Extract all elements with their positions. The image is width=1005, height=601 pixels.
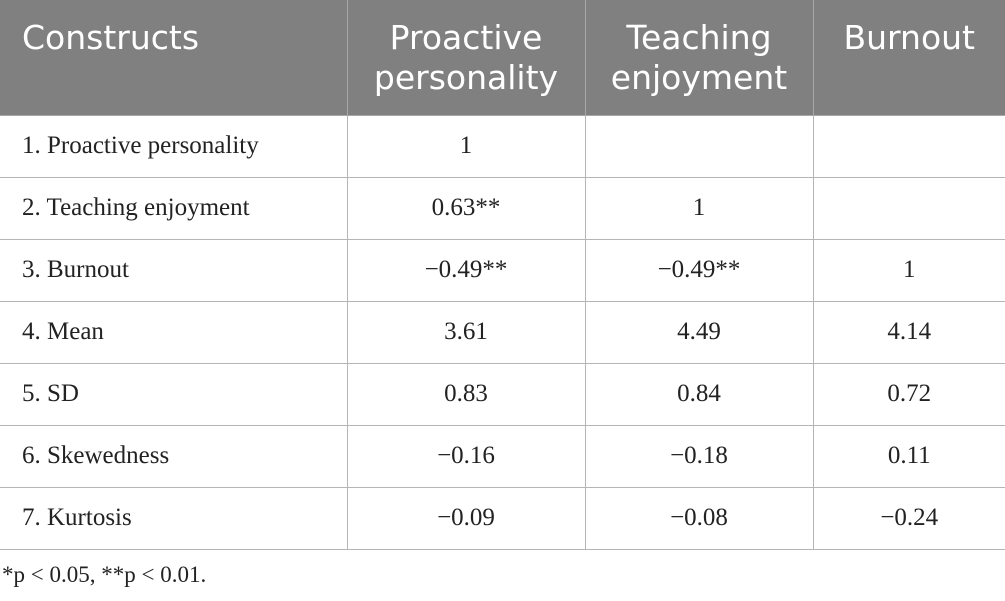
table-cell: −0.09	[346, 486, 586, 550]
table-cell: −0.08	[584, 486, 814, 550]
table-cell: 1	[346, 114, 586, 178]
table-cell	[812, 114, 1005, 178]
table-row: 1. Proactive personality 1	[0, 114, 1005, 178]
table-cell	[584, 114, 814, 178]
row-label: 2. Teaching enjoyment	[0, 176, 348, 240]
table-row: 3. Burnout −0.49** −0.49** 1	[0, 238, 1005, 302]
table-cell: 0.72	[812, 362, 1005, 426]
table-cell: 1	[584, 176, 814, 240]
header-cell: Burnout	[812, 0, 1005, 116]
table-row: 5. SD 0.83 0.84 0.72	[0, 362, 1005, 426]
table-cell: −0.49**	[584, 238, 814, 302]
table-cell: −0.24	[812, 486, 1005, 550]
table-cell: 4.49	[584, 300, 814, 364]
row-label: 3. Burnout	[0, 238, 348, 302]
header-cell: Teaching enjoyment	[584, 0, 814, 116]
table-cell: 0.11	[812, 424, 1005, 488]
table-cell: 0.84	[584, 362, 814, 426]
footnote: *p < 0.05, **p < 0.01.	[2, 562, 207, 587]
row-label: 7. Kurtosis	[0, 486, 348, 550]
table-cell: −0.16	[346, 424, 586, 488]
table-cell: 0.63**	[346, 176, 586, 240]
table-cell: −0.18	[584, 424, 814, 488]
table-cell: 3.61	[346, 300, 586, 364]
table-row: 6. Skewedness −0.16 −0.18 0.11	[0, 424, 1005, 488]
table-row: 7. Kurtosis −0.09 −0.08 −0.24	[0, 486, 1005, 550]
header-row: Constructs Proactive personality Teaching …	[0, 0, 1005, 116]
row-label: 1. Proactive personality	[0, 114, 348, 178]
header-cell: Constructs	[0, 0, 348, 116]
table-row: 2. Teaching enjoyment 0.63** 1	[0, 176, 1005, 240]
table-row: 4. Mean 3.61 4.49 4.14	[0, 300, 1005, 364]
table-body: 1. Proactive personality 1 2. Teaching enj…	[0, 114, 1005, 550]
row-label: 6. Skewedness	[0, 424, 348, 488]
correlation-table: Constructs Proactive personality Teaching …	[0, 0, 1005, 550]
header-cell: Proactive personality	[346, 0, 586, 116]
table-cell: 1	[812, 238, 1005, 302]
table-cell: 4.14	[812, 300, 1005, 364]
table-cell: −0.49**	[346, 238, 586, 302]
table-cell: 0.83	[346, 362, 586, 426]
table-cell	[812, 176, 1005, 240]
row-label: 4. Mean	[0, 300, 348, 364]
row-label: 5. SD	[0, 362, 348, 426]
